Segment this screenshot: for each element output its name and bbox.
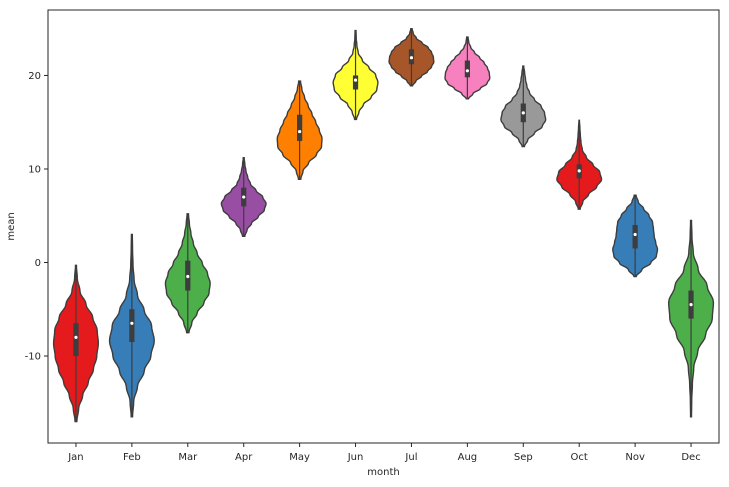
y-axis-label: mean [6,212,17,240]
y-tick-label: 0 [35,258,41,269]
violin-iqr-box [352,75,359,90]
violin-median [130,321,134,325]
x-tick-label: May [289,452,310,463]
violin-median [186,274,190,279]
violin-mar [164,213,211,334]
violin-median [465,69,469,73]
violin-median [242,195,246,199]
violin-aug [444,36,491,100]
violin-iqr-box [464,60,470,78]
violin-iqr-box [297,114,303,141]
violin-median [521,111,525,115]
y-axis: -10 0 10 20 [25,71,48,363]
violin-median [74,335,78,339]
violin-oct [556,119,603,210]
violin-dec [667,219,715,418]
x-tick-label: Oct [571,452,588,463]
x-axis: Jan Feb Mar Apr May Jun Jul Aug Sep Oct Nov Dec [67,443,701,463]
x-tick-label: Jun [347,452,364,463]
x-axis-label: month [367,467,399,478]
violin-median [298,129,302,134]
x-tick-label: Nov [625,452,645,463]
violin-apr [220,157,267,238]
x-tick-label: Aug [458,452,478,463]
y-tick-label: 10 [28,164,41,175]
violin-iqr-box [129,309,135,342]
x-tick-label: Jan [67,452,83,463]
violin-median [577,169,581,173]
x-tick-label: Dec [681,452,700,463]
violin-median [409,56,414,60]
x-tick-label: Feb [123,452,141,463]
y-tick-label: 20 [28,71,41,82]
x-tick-label: Jul [404,452,417,463]
violin-median [353,78,358,82]
plot-area [47,9,720,444]
violin-iqr-box [73,323,79,357]
violin-median [689,302,693,307]
violin-jul [388,28,435,87]
x-tick-label: Sep [514,452,533,463]
violin-jun [332,29,379,121]
x-tick-label: Mar [178,452,198,463]
violin-iqr-box [632,225,638,249]
violin-jan [52,264,100,423]
violin-nov [612,194,659,278]
x-tick-label: Apr [235,452,253,463]
violin-median [633,232,637,237]
violin-may [276,80,323,180]
y-tick-label: -10 [25,352,41,363]
violins-group [52,28,715,423]
violin-feb [108,233,155,418]
violin-sep [500,65,547,148]
